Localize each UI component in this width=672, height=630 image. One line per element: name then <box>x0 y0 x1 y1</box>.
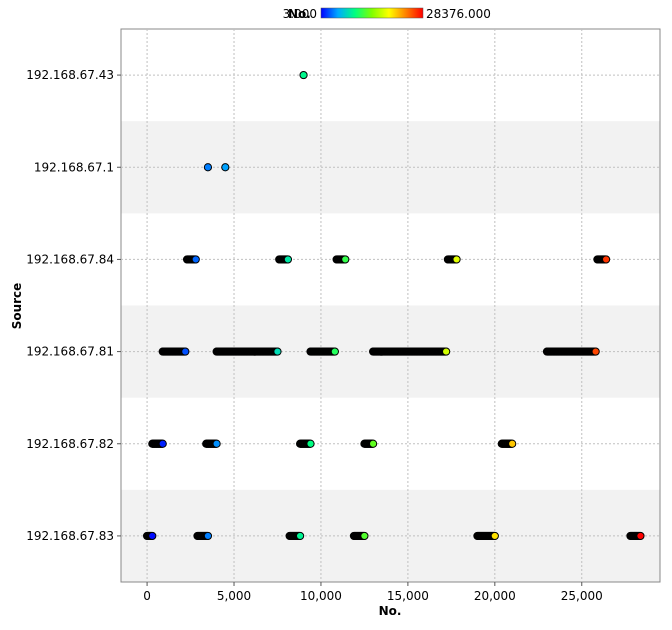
legend-label: No. <box>288 7 311 21</box>
data-point <box>452 255 461 264</box>
data-point <box>203 531 213 541</box>
legend-max-label: 28376.000 <box>426 7 491 21</box>
x-tick-label: 20,000 <box>474 589 516 603</box>
y-tick-label: 192.168.67.84 <box>26 252 114 266</box>
data-point <box>283 255 293 264</box>
y-tick-label: 192.168.67.82 <box>26 437 114 451</box>
data-point <box>299 70 308 80</box>
data-point <box>636 531 645 541</box>
x-tick-label: 10,000 <box>300 589 342 603</box>
data-point <box>203 163 213 172</box>
data-point <box>181 347 190 356</box>
data-point <box>148 531 157 541</box>
x-tick-label: 15,000 <box>387 589 429 603</box>
data-point <box>591 347 600 356</box>
data-point <box>341 255 350 264</box>
data-point <box>508 439 517 448</box>
x-tick-label: 0 <box>143 589 151 603</box>
data-points <box>142 70 645 541</box>
x-axis-label: No. <box>379 604 402 618</box>
y-axis-label: Source <box>10 283 24 330</box>
data-point <box>295 531 305 541</box>
y-tick-label: 192.168.67.83 <box>26 529 114 543</box>
color-legend: No. 3.000 28376.000 <box>283 7 491 21</box>
data-point <box>212 439 221 448</box>
data-point <box>442 347 451 356</box>
y-tick-label: 192.168.67.1 <box>34 160 114 174</box>
data-point <box>273 347 282 356</box>
legend-color-bar <box>320 7 424 19</box>
data-point <box>191 255 200 264</box>
plot-area <box>120 28 661 583</box>
data-point <box>158 439 167 448</box>
data-point <box>360 531 369 541</box>
data-point <box>602 255 611 264</box>
x-tick-label: 5,000 <box>217 589 251 603</box>
data-point <box>330 347 339 356</box>
data-point <box>306 439 315 448</box>
y-tick-label: 192.168.67.43 <box>26 68 114 82</box>
x-tick-label: 25,000 <box>561 589 603 603</box>
legend-min-label: 3.000 <box>283 7 317 21</box>
data-point <box>221 163 230 172</box>
data-point <box>490 531 499 541</box>
axes: 0 5,000 10,000 15,000 20,000 25,000 192.168.67… <box>26 68 603 603</box>
y-tick-label: 192.168.67.81 <box>26 345 114 359</box>
data-point <box>369 439 378 448</box>
